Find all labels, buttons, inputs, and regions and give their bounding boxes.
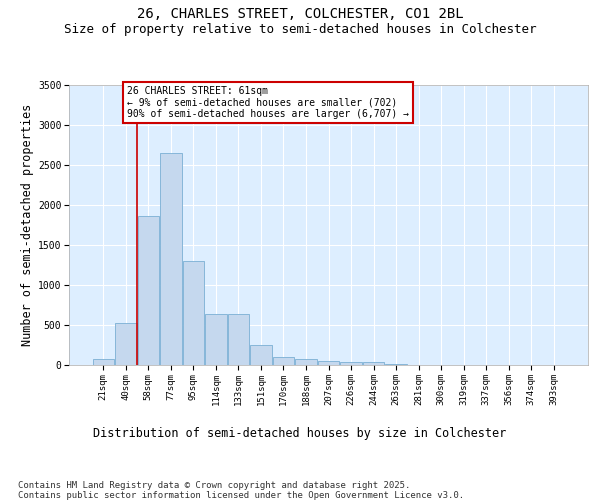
Bar [385, 364, 407, 365]
Y-axis label: Number of semi-detached properties: Number of semi-detached properties [20, 104, 34, 346]
Bar [182, 261, 204, 365]
Bar [273, 357, 294, 365]
Text: Distribution of semi-detached houses by size in Colchester: Distribution of semi-detached houses by … [94, 428, 506, 440]
Bar [250, 346, 272, 365]
Bar [318, 360, 339, 365]
Bar [160, 153, 182, 365]
Bar [205, 314, 227, 365]
Bar [340, 362, 362, 365]
Text: 26, CHARLES STREET, COLCHESTER, CO1 2BL: 26, CHARLES STREET, COLCHESTER, CO1 2BL [137, 8, 463, 22]
Bar [137, 216, 159, 365]
Text: Contains HM Land Registry data © Crown copyright and database right 2025.
Contai: Contains HM Land Registry data © Crown c… [18, 480, 464, 500]
Bar [228, 314, 249, 365]
Text: 26 CHARLES STREET: 61sqm
← 9% of semi-detached houses are smaller (702)
90% of s: 26 CHARLES STREET: 61sqm ← 9% of semi-de… [127, 86, 409, 119]
Text: Size of property relative to semi-detached houses in Colchester: Size of property relative to semi-detach… [64, 22, 536, 36]
Bar [295, 360, 317, 365]
Bar [115, 322, 137, 365]
Bar [363, 362, 384, 365]
Bar [92, 359, 114, 365]
